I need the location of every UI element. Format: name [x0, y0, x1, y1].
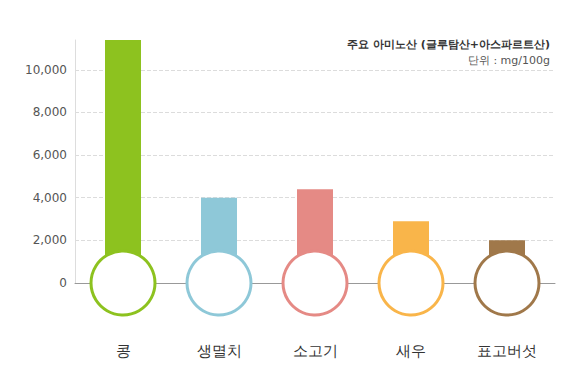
svg-text:0: 0 [59, 276, 67, 290]
svg-text:주요 아미노산 (글루탐산+아스파르트산): 주요 아미노산 (글루탐산+아스파르트산) [347, 38, 550, 51]
svg-text:표고버섯: 표고버섯 [477, 342, 537, 360]
svg-text:생멸치: 생멸치 [197, 342, 242, 360]
svg-text:6,000: 6,000 [33, 148, 67, 162]
svg-text:새우: 새우 [396, 342, 426, 360]
svg-text:단위 : mg/100g: 단위 : mg/100g [468, 54, 550, 67]
svg-text:소고기: 소고기 [293, 342, 338, 360]
svg-text:10,000: 10,000 [25, 63, 67, 77]
svg-text:4,000: 4,000 [33, 191, 67, 205]
svg-text:8,000: 8,000 [33, 105, 67, 119]
svg-text:콩: 콩 [116, 342, 131, 360]
svg-text:2,000: 2,000 [33, 233, 67, 247]
